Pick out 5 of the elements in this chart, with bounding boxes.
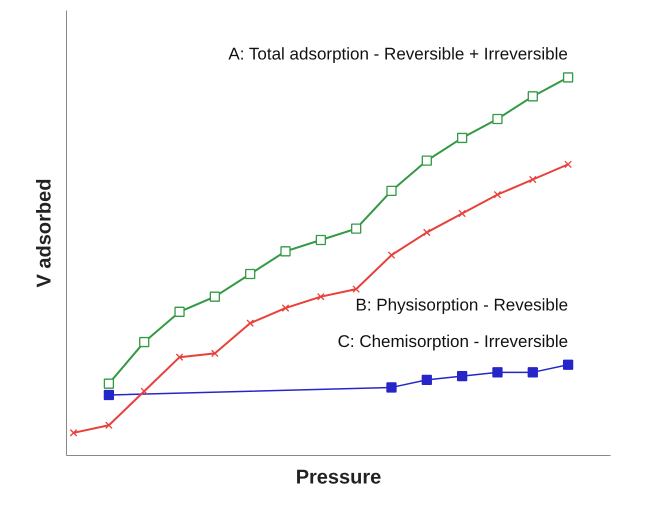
x-axis-title: Pressure <box>296 466 382 488</box>
series-label: B: Physisorption - Revesible <box>356 295 568 314</box>
y-axis-title: V adsorbed <box>34 178 56 288</box>
series-label: A: Total adsorption - Reversible + Irreversible <box>228 44 568 64</box>
series-label: C: Chemisorption - Irreversible <box>338 332 568 351</box>
